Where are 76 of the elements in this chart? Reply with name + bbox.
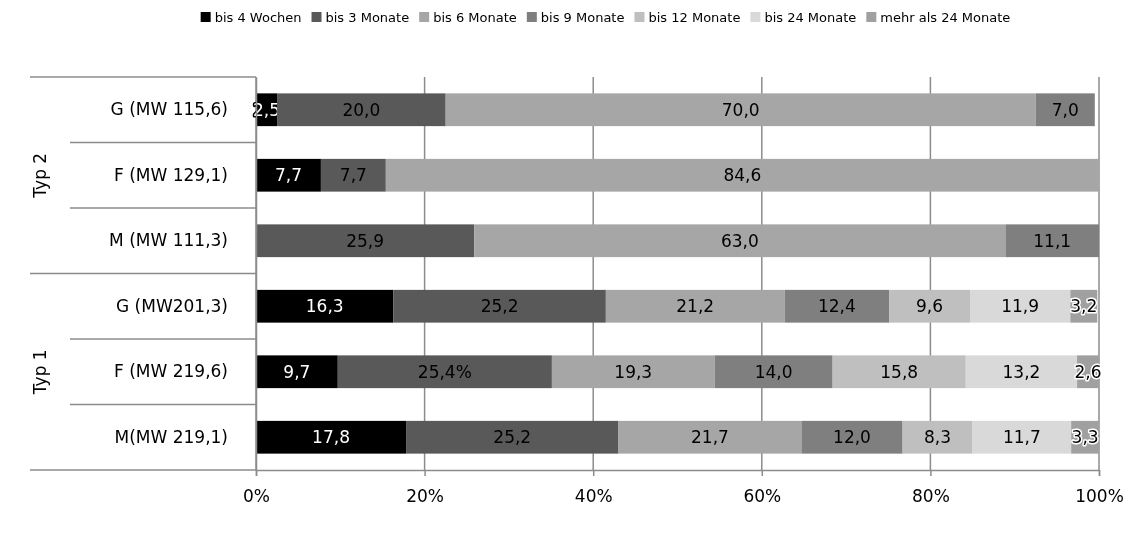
data-label: 7,0 [1051, 99, 1079, 120]
y-tick-label: F (MW 129,1) [114, 164, 228, 185]
x-tick-label: 40% [574, 486, 613, 507]
data-label: 11,1 [1033, 230, 1072, 251]
data-label: 14,0 [754, 361, 793, 382]
y-tick-label: F (MW 219,6) [114, 361, 228, 382]
data-label: 3,2 [1070, 296, 1098, 317]
bar [256, 158, 321, 192]
legend-label: bis 12 Monate [648, 10, 741, 25]
data-label: 15,8 [880, 361, 919, 382]
data-label: 25,2 [493, 427, 532, 448]
bar [605, 289, 785, 323]
bar [970, 289, 1071, 323]
bar [784, 289, 890, 323]
data-label: 7,7 [274, 165, 302, 186]
data-label: 11,7 [1002, 427, 1041, 448]
bar [801, 420, 903, 454]
data-label: 25,2 [480, 296, 519, 317]
bar [337, 355, 552, 389]
data-label: 25,4% [417, 361, 472, 382]
legend-label: mehr als 24 Monate [880, 10, 1011, 25]
data-label: 25,9 [346, 230, 385, 251]
legend-label: bis 3 Monate [325, 10, 410, 25]
bar [406, 420, 619, 454]
legend-label: bis 4 Wochen [214, 10, 302, 25]
bar [832, 355, 966, 389]
bar [393, 289, 606, 323]
data-label: 12,4 [817, 296, 856, 317]
data-label: 16,3 [305, 296, 344, 317]
bar [889, 289, 971, 323]
y-tick-label: M (MW 111,3) [109, 230, 228, 251]
x-tick-label: 0% [243, 486, 270, 507]
data-label: 8,3 [924, 427, 952, 448]
data-label: 13,2 [1002, 361, 1041, 382]
legend-label: bis 24 Monate [764, 10, 857, 25]
bar [1035, 93, 1095, 127]
bar [618, 420, 802, 454]
x-tick-label: 20% [406, 486, 444, 507]
data-label: 19,3 [614, 361, 653, 382]
text: Typ 1 [29, 349, 50, 396]
x-tick-label: 60% [743, 486, 782, 507]
bar [256, 224, 475, 258]
x-tick-label: 80% [912, 486, 950, 507]
data-label: 11,9 [1001, 296, 1040, 317]
data-label: 9,6 [916, 296, 944, 317]
data-label: 21,2 [676, 296, 715, 317]
bar [385, 158, 1099, 192]
bar [551, 355, 715, 389]
bar [256, 289, 394, 323]
bar [256, 420, 407, 454]
data-label: 7,7 [339, 165, 367, 186]
data-label: 21,7 [691, 427, 729, 448]
y-tick-label: G (MW 115,6) [110, 99, 228, 120]
data-label: 3,3 [1071, 427, 1099, 448]
bar [445, 93, 1036, 127]
y-tick-label: G (MW201,3) [116, 295, 228, 316]
bar [256, 355, 338, 389]
y-tick-label: M(MW 219,1) [114, 426, 228, 447]
data-label: 20,0 [342, 99, 381, 120]
data-label: 9,7 [283, 361, 311, 382]
data-label: 84,6 [723, 165, 762, 186]
bar [972, 420, 1072, 454]
data-label: 70,0 [721, 99, 760, 120]
bar [714, 355, 833, 389]
bar [277, 93, 446, 127]
data-label: 17,8 [312, 427, 350, 448]
data-label: 12,0 [833, 427, 871, 448]
x-tick-label: 100% [1075, 486, 1124, 507]
text: Typ 2 [29, 152, 50, 199]
bar [474, 224, 1006, 258]
legend-label: bis 6 Monate [433, 10, 517, 25]
bar [902, 420, 973, 454]
bar [1005, 224, 1099, 258]
bar [320, 158, 386, 192]
data-label: 63,0 [720, 230, 759, 251]
legend-label: bis 9 Monate [540, 10, 625, 25]
